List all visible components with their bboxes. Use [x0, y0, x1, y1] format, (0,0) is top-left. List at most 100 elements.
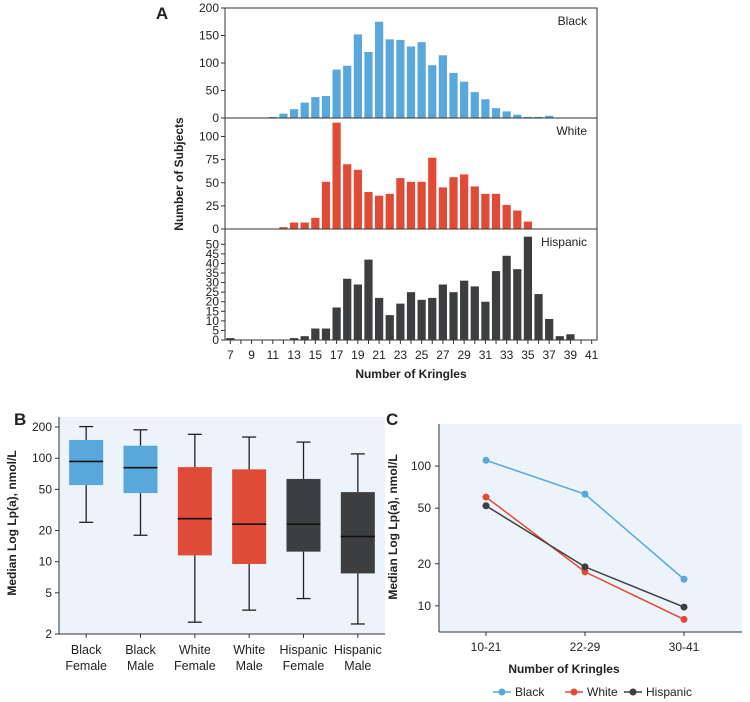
- box-white-male: [232, 469, 267, 564]
- y-tick-label-hispanic: 0: [212, 333, 219, 347]
- x-tick-label: 35: [521, 348, 535, 362]
- bar-black-35: [523, 116, 533, 118]
- category-label-hispanic-male: Hispanic: [334, 643, 382, 657]
- bar-hispanic-29: [460, 280, 469, 340]
- bar-black-31: [481, 99, 490, 118]
- y-tick-label-b: 2: [45, 627, 52, 641]
- category-label-white-female: White: [179, 643, 211, 657]
- bar-hispanic-24: [406, 292, 416, 340]
- bar-white-23: [396, 178, 405, 230]
- y-tick-label-hispanic: 10: [206, 314, 220, 328]
- x-tick-label-c: 10-21: [471, 640, 502, 654]
- y-axis-title-b: Median Log Lp(a), nmol/L: [5, 450, 19, 595]
- x-tick-label: 33: [500, 348, 514, 362]
- x-tick-label: 17: [330, 348, 344, 362]
- y-tick-label-c: 20: [418, 557, 432, 571]
- x-tick-label: 37: [542, 348, 556, 362]
- x-tick-label: 11: [267, 348, 280, 362]
- bar-black-36: [534, 116, 543, 118]
- bar-hispanic-35: [523, 236, 533, 340]
- bar-white-16: [321, 181, 331, 229]
- y-tick-label-hispanic: 30: [206, 276, 220, 290]
- x-tick-label: 13: [287, 348, 301, 362]
- y-tick-label-hispanic: 5: [212, 323, 219, 337]
- bar-hispanic-36: [534, 294, 543, 340]
- y-tick-label-b: 10: [39, 555, 53, 569]
- point-white-22-29: [581, 568, 589, 576]
- y-tick-label-hispanic: 45: [206, 247, 220, 261]
- bar-white-31: [481, 193, 490, 229]
- bar-black-13: [289, 109, 299, 118]
- bar-hispanic-17: [332, 307, 341, 340]
- bar-hispanic-37: [545, 318, 554, 340]
- panel-label-b: B: [14, 410, 26, 429]
- y-tick-label-white: 50: [206, 176, 220, 190]
- bar-hispanic-15: [311, 328, 320, 340]
- category-sublabel-hispanic-female: Female: [283, 659, 325, 673]
- bar-hispanic-20: [364, 259, 373, 340]
- bar-white-20: [364, 192, 373, 229]
- bar-hispanic-26: [428, 297, 437, 340]
- point-white-30-41: [680, 615, 688, 623]
- bar-hispanic-22: [385, 315, 394, 340]
- category-label-white-male: White: [233, 643, 265, 657]
- x-tick-label: 9: [248, 348, 255, 362]
- point-black-22-29: [581, 490, 589, 498]
- x-tick-label: 25: [415, 348, 429, 362]
- legend-marker-black: [498, 688, 506, 696]
- box-black-female: [69, 439, 104, 486]
- y-axis-title-a: Number of Subjects: [172, 117, 186, 231]
- bar-black-28: [449, 72, 458, 118]
- bar-hispanic-31: [481, 301, 490, 340]
- x-tick-label: 23: [394, 348, 408, 362]
- bar-hispanic-18: [343, 278, 352, 340]
- category-sublabel-white-female: Female: [174, 659, 216, 673]
- bar-white-33: [502, 204, 511, 229]
- bar-black-11: [268, 116, 277, 118]
- y-tick-label-black: 200: [199, 1, 219, 15]
- subplot-title-hispanic: Hispanic: [541, 235, 587, 249]
- bar-white-22: [385, 193, 394, 229]
- bar-white-32: [491, 193, 501, 229]
- plot-area-b: [59, 417, 385, 634]
- bar-hispanic-21: [375, 297, 384, 340]
- bar-hispanic-13: [289, 338, 299, 340]
- bar-hispanic-7: [226, 338, 235, 340]
- bar-white-17: [332, 122, 341, 230]
- bar-black-32: [491, 108, 501, 118]
- point-black-10-21: [482, 456, 490, 464]
- bar-black-12: [279, 113, 288, 118]
- point-white-10-21: [482, 493, 490, 501]
- bar-white-26: [428, 157, 437, 229]
- y-tick-label-b: 100: [32, 451, 52, 465]
- point-hispanic-10-21: [482, 502, 490, 510]
- y-tick-label-black: 50: [206, 84, 220, 98]
- y-tick-label-b: 5: [45, 586, 52, 600]
- y-tick-label-hispanic: 35: [206, 266, 220, 280]
- x-tick-label-c: 22-29: [570, 640, 601, 654]
- y-axis-title-c: Median Log Lp(a), nmol/L: [386, 454, 400, 599]
- y-tick-label-white: 25: [206, 199, 220, 213]
- category-sublabel-hispanic-male: Male: [344, 659, 371, 673]
- x-tick-label: 41: [585, 348, 599, 362]
- bar-hispanic-14: [300, 336, 309, 340]
- bar-white-19: [353, 169, 362, 229]
- bar-black-24: [406, 46, 416, 118]
- y-tick-label-hispanic: 20: [206, 295, 220, 309]
- bar-black-22: [385, 39, 394, 118]
- legend-label-white: White: [587, 685, 618, 699]
- y-tick-label-b: 20: [39, 524, 53, 538]
- bar-white-27: [438, 187, 447, 230]
- subplot-title-white: White: [556, 124, 587, 138]
- panel-label-c: C: [386, 410, 398, 429]
- bar-black-25: [417, 42, 426, 118]
- y-tick-label-black: 100: [199, 56, 219, 70]
- category-sublabel-black-female: Female: [65, 659, 107, 673]
- bar-white-21: [375, 195, 384, 229]
- y-tick-label-white: 75: [206, 153, 220, 167]
- y-tick-label-black: 150: [199, 29, 219, 43]
- bar-white-25: [417, 181, 426, 229]
- point-hispanic-22-29: [581, 563, 589, 571]
- legend-marker-hispanic: [629, 688, 637, 696]
